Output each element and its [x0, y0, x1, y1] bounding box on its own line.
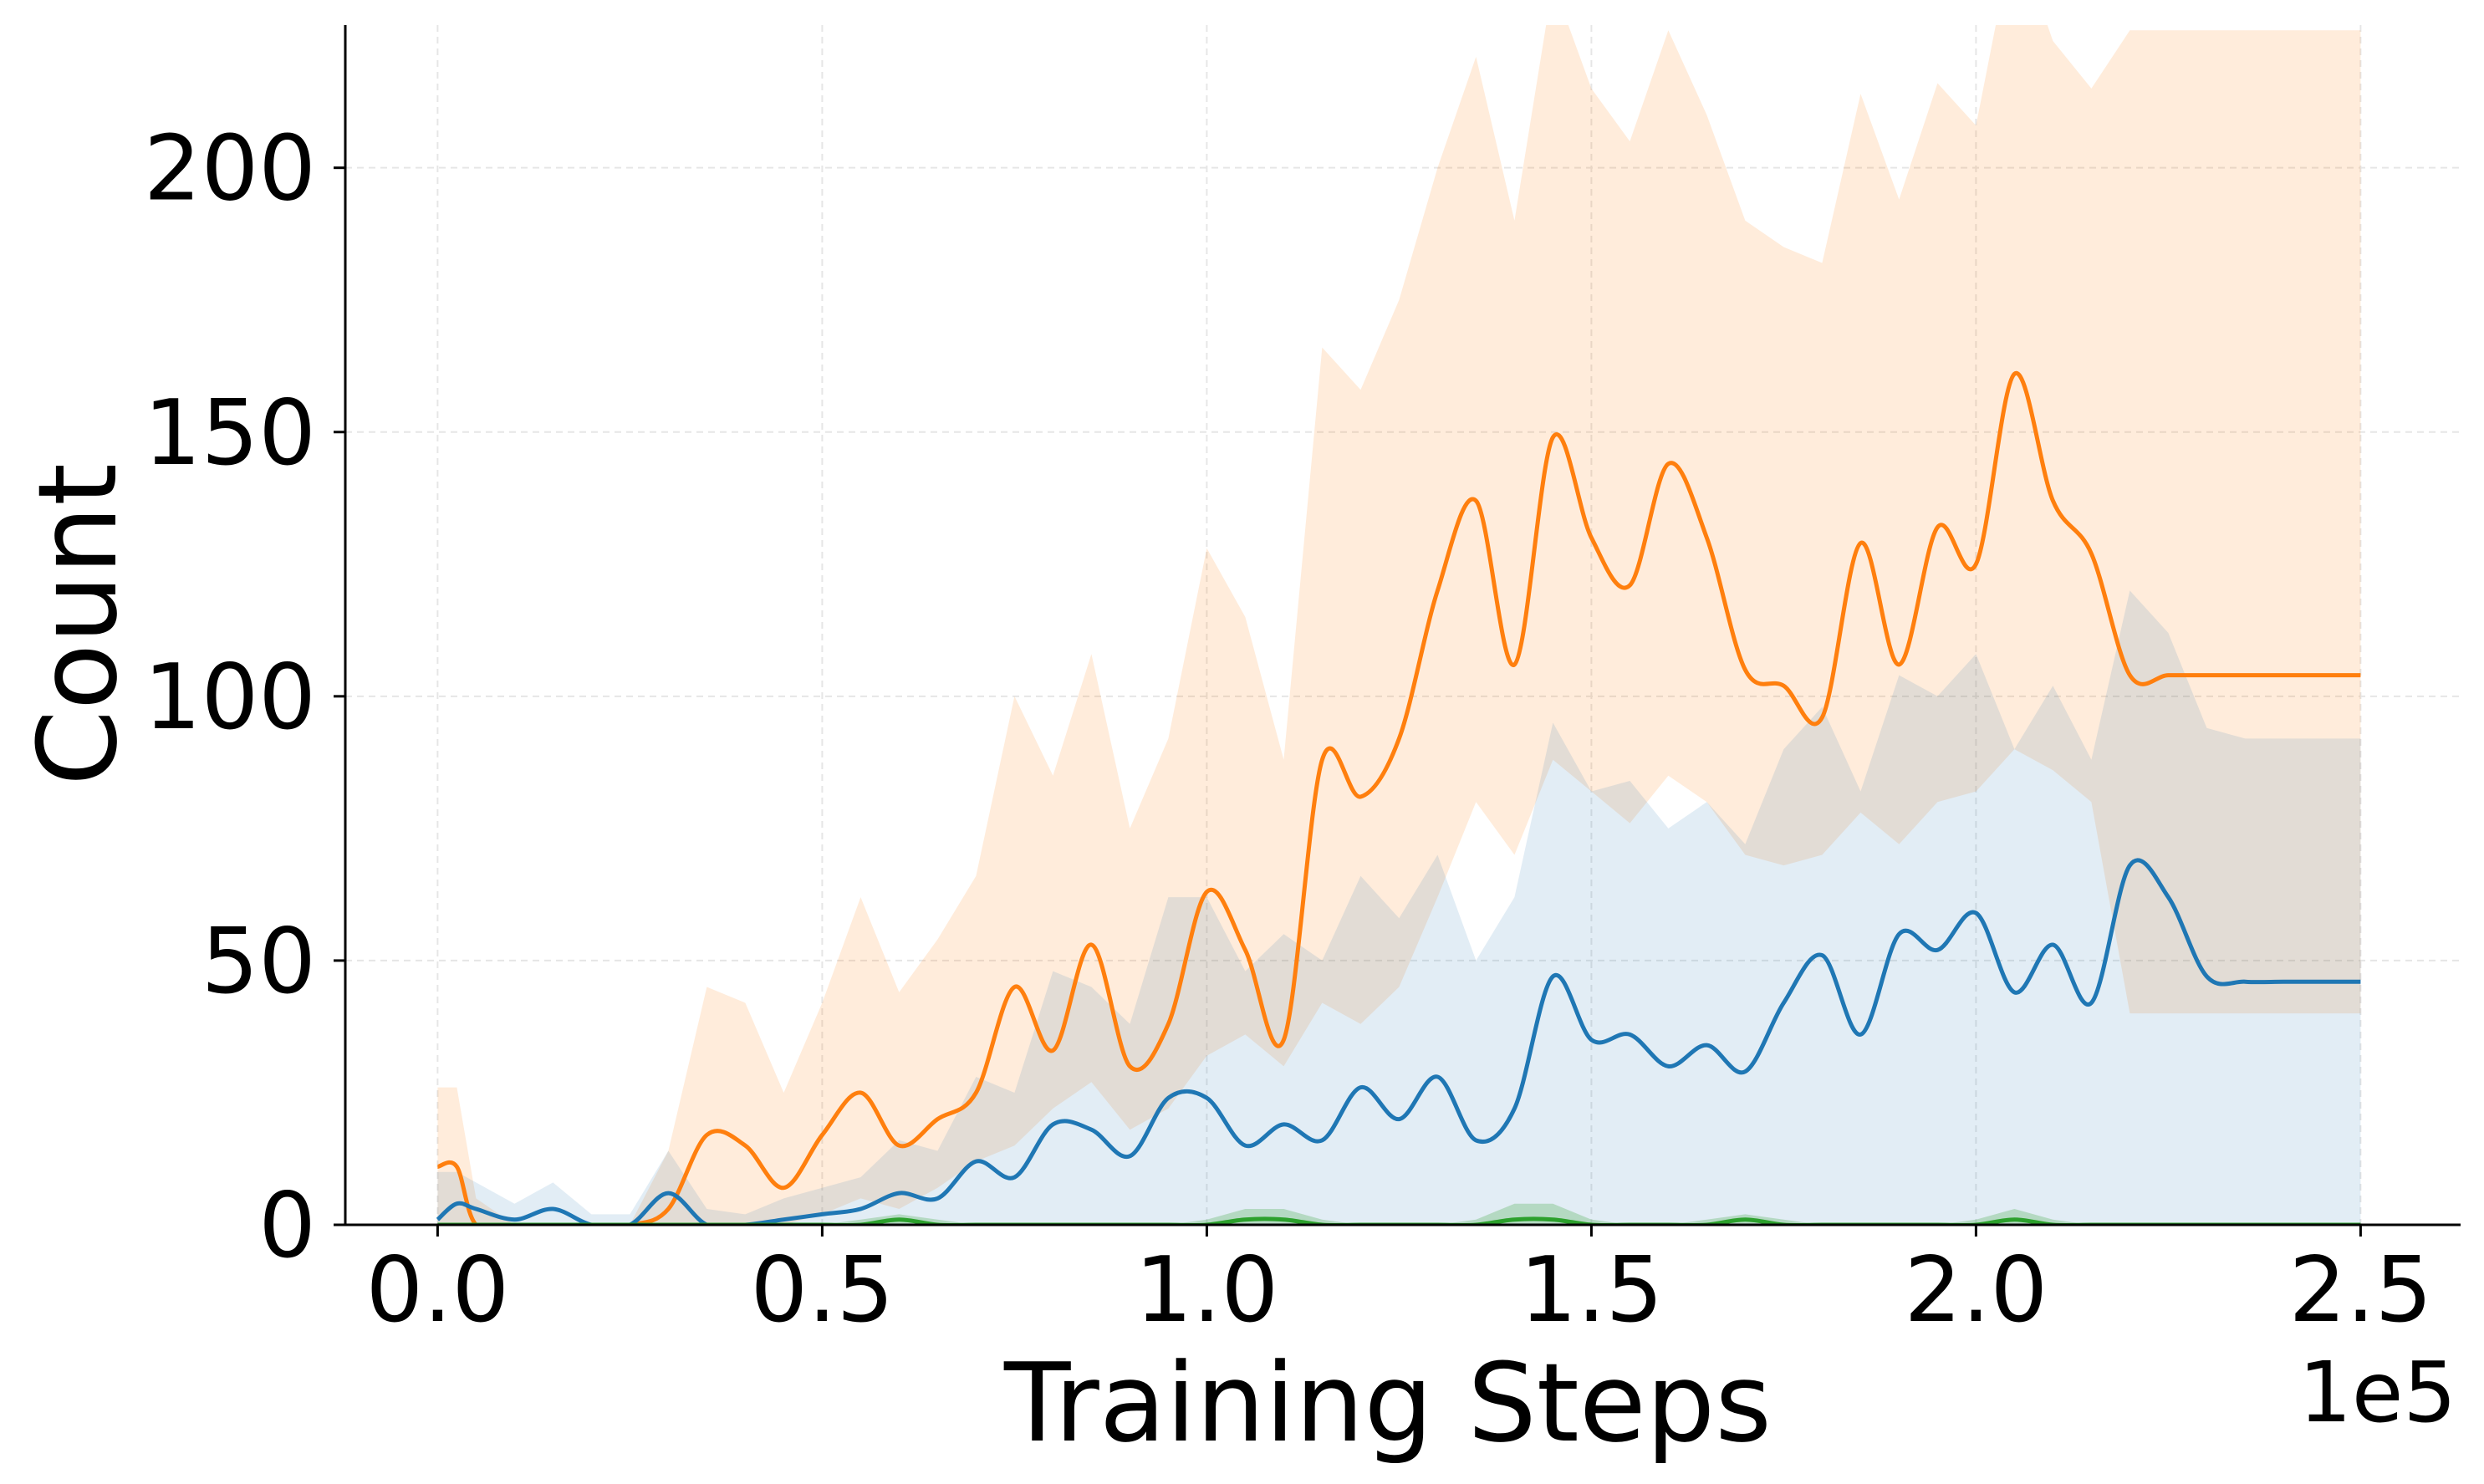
x-tick-label: 2.0 [1905, 1238, 2048, 1343]
y-axis-label: Count [14, 463, 141, 786]
y-tick-label: 150 [144, 381, 316, 486]
x-tick-label: 0.0 [366, 1238, 510, 1343]
y-tick-label: 100 [144, 645, 316, 750]
y-axis-ticks: 0 50 100 150 200 [144, 117, 345, 1278]
series-lines [436, 371, 2361, 1225]
x-axis-offset-label: 1e5 [2298, 1344, 2456, 1441]
y-tick-label: 0 [258, 1174, 316, 1278]
y-tick-label: 50 [201, 910, 316, 1014]
y-tick-label: 200 [144, 117, 316, 222]
x-axis-ticks: 0.0 0.5 1.0 1.5 2.0 2.5 [366, 1225, 2433, 1343]
series-0-line [436, 371, 2361, 1225]
x-tick-label: 1.0 [1135, 1238, 1279, 1343]
x-axis-label: Training Steps [1003, 1339, 1772, 1466]
series-2-line [437, 1216, 2361, 1225]
x-tick-label: 1.5 [1520, 1238, 1664, 1343]
x-tick-label: 0.5 [751, 1238, 895, 1343]
confidence-bands [437, 25, 2361, 1225]
series-2-band [437, 1203, 2361, 1225]
series-1-band [437, 590, 2361, 1225]
series-0-band [437, 25, 2361, 1225]
x-tick-label: 2.5 [2289, 1238, 2433, 1343]
